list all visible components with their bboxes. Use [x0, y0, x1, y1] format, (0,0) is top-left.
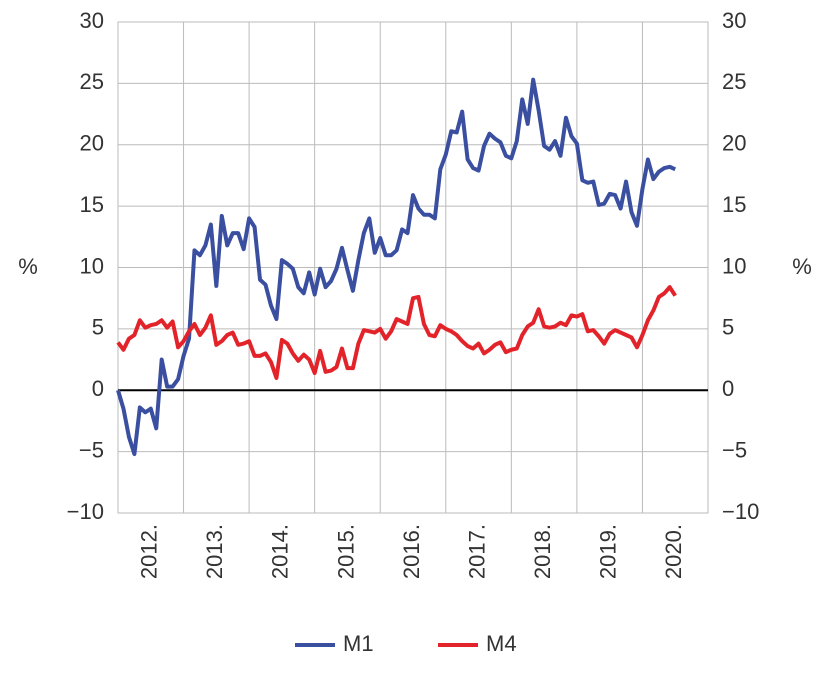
- y2-tick-label: 25: [722, 69, 746, 94]
- y-tick-label: 30: [80, 8, 104, 33]
- y-tick-label: 10: [80, 253, 104, 278]
- y-axis-label: %: [18, 254, 38, 279]
- legend-label: M1: [343, 631, 374, 656]
- x-tick-label: 2015.: [333, 524, 358, 579]
- x-tick-label: 2012.: [137, 524, 162, 579]
- y2-axis-label: %: [792, 254, 812, 279]
- line: [116, 77, 677, 457]
- y2-tick-label: 30: [722, 8, 746, 33]
- x-tick-label: 2019.: [595, 524, 620, 579]
- y2-tick-label: 20: [722, 131, 746, 156]
- y-tick-label: 5: [92, 315, 104, 340]
- y-tick-label: 25: [80, 69, 104, 94]
- y2-tick-label: 10: [722, 253, 746, 278]
- x-tick-label: 2014.: [268, 524, 293, 579]
- x-tick-label: 2016.: [399, 524, 424, 579]
- line: [116, 285, 677, 380]
- x-tick-label: 2020.: [661, 524, 686, 579]
- y2-tick-label: 0: [722, 376, 734, 401]
- y-tick-label: −5: [79, 437, 104, 462]
- y2-tick-label: −5: [722, 437, 747, 462]
- legend-label: M4: [486, 631, 517, 656]
- x-tick-label: 2013.: [202, 524, 227, 579]
- y-tick-label: 20: [80, 131, 104, 156]
- x-tick-label: 2018.: [530, 524, 555, 579]
- y2-tick-label: 15: [722, 192, 746, 217]
- y-tick-label: 15: [80, 192, 104, 217]
- y2-tick-label: −10: [722, 499, 759, 524]
- x-tick-label: 2017.: [464, 524, 489, 579]
- y2-tick-label: 5: [722, 315, 734, 340]
- y-tick-label: 0: [92, 376, 104, 401]
- y-tick-label: −10: [67, 499, 104, 524]
